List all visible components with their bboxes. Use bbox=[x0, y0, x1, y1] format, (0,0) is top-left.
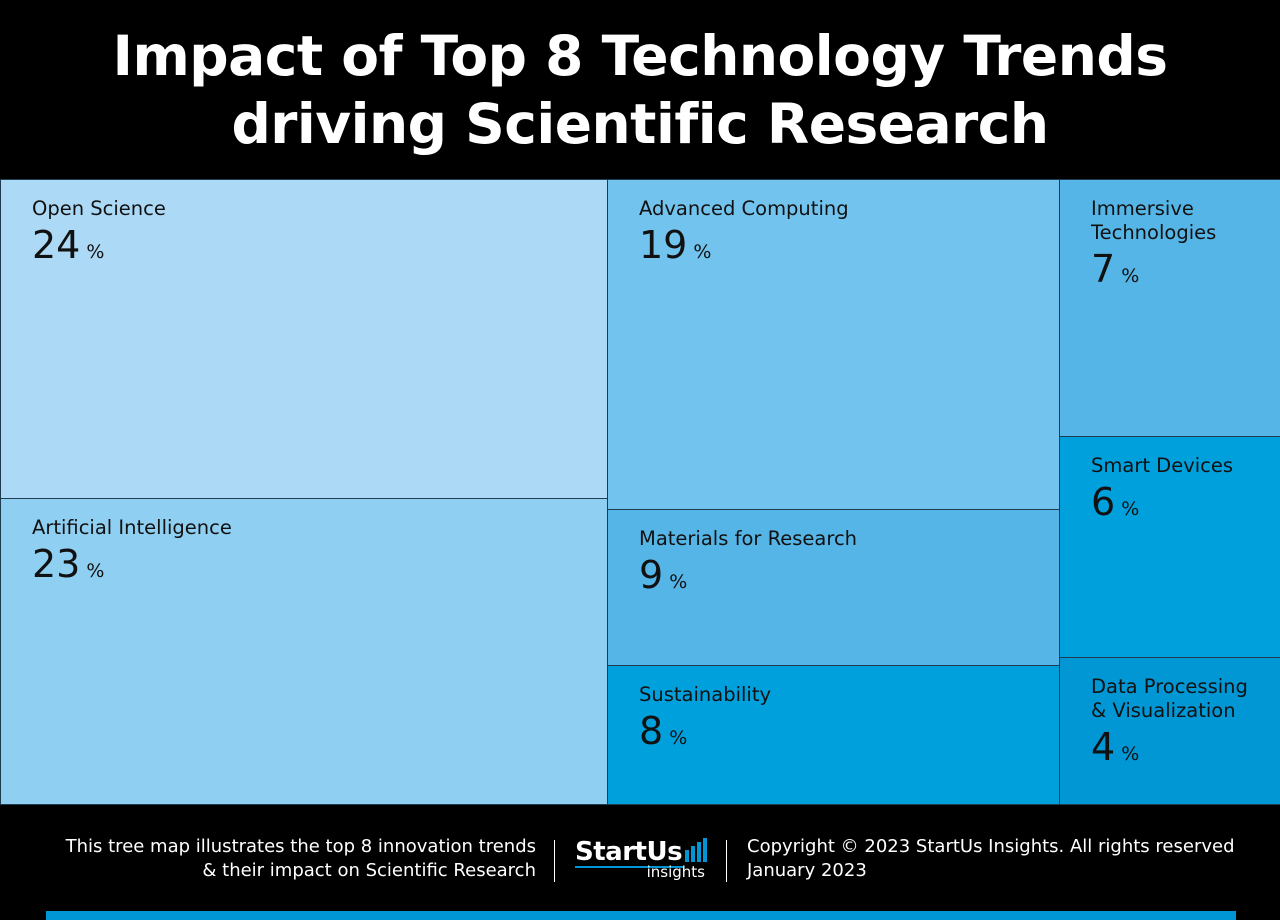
chart-title-line-1: Impact of Top 8 Technology Trends bbox=[112, 24, 1168, 88]
treemap-cell-smart-devices: Smart Devices 6% bbox=[1059, 436, 1280, 658]
treemap-cell-value: 24% bbox=[32, 225, 104, 272]
treemap-cell-artificial-intelligence: Artificial Intelligence 23% bbox=[0, 498, 608, 805]
treemap-cell-number: 6 bbox=[1091, 480, 1116, 524]
logo-sub-text: insights bbox=[646, 863, 705, 881]
footer-description: This tree map illustrates the top 8 inno… bbox=[66, 835, 536, 883]
bottom-accent-bar bbox=[46, 911, 1236, 920]
logo-brand-text: StartUs bbox=[575, 837, 683, 867]
treemap-cell-number: 9 bbox=[639, 553, 664, 597]
treemap-cell-unit: % bbox=[1121, 743, 1140, 765]
footer-divider-right bbox=[726, 840, 727, 882]
treemap-cell-label: Smart Devices bbox=[1091, 454, 1234, 477]
treemap-cell-unit: % bbox=[1121, 498, 1140, 520]
startus-insights-logo: StartUs insights bbox=[575, 836, 711, 882]
treemap-cell-data-processing-visualization: Data Processing & Visualization 4% bbox=[1059, 657, 1280, 805]
treemap-cell-number: 19 bbox=[639, 223, 688, 267]
treemap-cell-value: 7% bbox=[1091, 249, 1139, 296]
treemap-cell-immersive-technologies: Immersive Technologies 7% bbox=[1059, 179, 1280, 437]
treemap-cell-unit: % bbox=[1121, 265, 1140, 287]
treemap-cell-value: 8% bbox=[639, 711, 687, 758]
footer-description-line-2: & their impact on Scientific Research bbox=[202, 860, 536, 881]
footer-divider-left bbox=[554, 840, 555, 882]
treemap: Open Science 24% Artificial Intelligence 23… bbox=[0, 179, 1280, 805]
footer-description-line-1: This tree map illustrates the top 8 inno… bbox=[65, 836, 536, 857]
treemap-cell-open-science: Open Science 24% bbox=[0, 179, 608, 499]
treemap-cell-unit: % bbox=[693, 241, 712, 263]
treemap-cell-sustainability: Sustainability 8% bbox=[607, 665, 1060, 805]
treemap-cell-number: 4 bbox=[1091, 725, 1116, 769]
treemap-cell-value: 6% bbox=[1091, 482, 1139, 529]
treemap-cell-label: Immersive Technologies bbox=[1091, 197, 1217, 244]
treemap-cell-value: 19% bbox=[639, 225, 711, 272]
logo-underline bbox=[575, 866, 683, 868]
treemap-cell-materials-for-research: Materials for Research 9% bbox=[607, 509, 1060, 666]
footer-copyright: Copyright © 2023 StartUs Insights. All r… bbox=[747, 836, 1235, 857]
treemap-cell-value: 4% bbox=[1091, 727, 1139, 774]
treemap-cell-unit: % bbox=[86, 241, 105, 263]
treemap-cell-number: 8 bbox=[639, 709, 664, 753]
treemap-cell-label: Sustainability bbox=[639, 683, 772, 706]
footer-date: January 2023 bbox=[747, 860, 867, 881]
footer-copyright-block: Copyright © 2023 StartUs Insights. All r… bbox=[747, 835, 1235, 883]
treemap-cell-label: Materials for Research bbox=[639, 527, 858, 550]
treemap-cell-unit: % bbox=[669, 727, 688, 749]
treemap-cell-value: 23% bbox=[32, 544, 104, 591]
treemap-cell-unit: % bbox=[669, 571, 688, 593]
treemap-cell-number: 7 bbox=[1091, 247, 1116, 291]
treemap-cell-label: Data Processing & Visualization bbox=[1091, 675, 1248, 722]
chart-title-line-2: driving Scientific Research bbox=[231, 92, 1049, 156]
treemap-cell-label: Open Science bbox=[32, 197, 166, 220]
treemap-cell-number: 23 bbox=[32, 542, 81, 586]
treemap-cell-number: 24 bbox=[32, 223, 81, 267]
treemap-cell-label: Artificial Intelligence bbox=[32, 516, 232, 539]
chart-title: Impact of Top 8 Technology Trends drivin… bbox=[0, 22, 1280, 158]
treemap-cell-value: 9% bbox=[639, 555, 687, 602]
treemap-cell-unit: % bbox=[86, 560, 105, 582]
treemap-cell-label: Advanced Computing bbox=[639, 197, 849, 220]
treemap-cell-advanced-computing: Advanced Computing 19% bbox=[607, 179, 1060, 510]
